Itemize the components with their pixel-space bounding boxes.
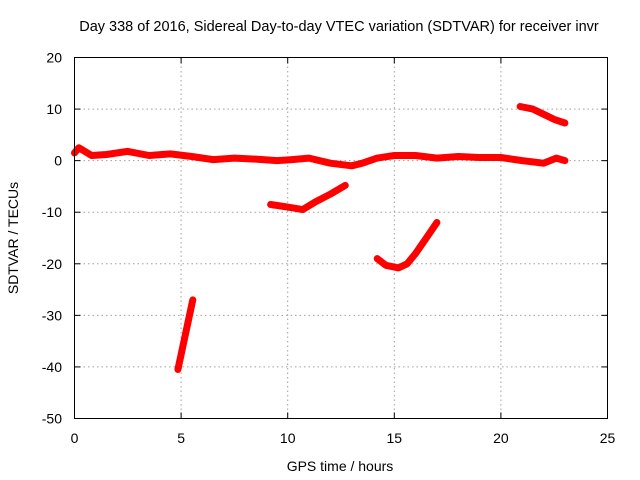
x-tick-label: 25: [600, 430, 616, 446]
y-tick-label: 20: [46, 50, 62, 66]
x-tick-label: 5: [177, 430, 185, 446]
y-tick-label: -30: [42, 307, 62, 323]
chart-title: Day 338 of 2016, Sidereal Day-to-day VTE…: [79, 19, 599, 35]
x-tick-labels: 0 5 10 15 20 25: [71, 430, 616, 446]
x-tick-label: 15: [387, 430, 403, 446]
y-tick-label: -50: [42, 411, 62, 427]
data-series: [71, 103, 569, 373]
y-tick-label: 0: [54, 153, 62, 169]
y-tick-labels: -50 -40 -30 -20 -10 0 10 20: [42, 50, 62, 427]
plot-frame: [74, 57, 608, 419]
series-segment-21h: [516, 103, 569, 127]
grid-lines: [74, 57, 608, 419]
y-tick-label: -40: [42, 359, 62, 375]
x-tick-label: 10: [280, 430, 296, 446]
y-tick-label: -20: [42, 256, 62, 272]
x-tick-label: 20: [493, 430, 509, 446]
y-tick-label: -10: [42, 204, 62, 220]
series-segment-5h: [174, 296, 197, 373]
axis-ticks: [74, 57, 608, 419]
series-segment-14h: [373, 219, 441, 272]
y-tick-label: 10: [46, 101, 62, 117]
x-axis-label: GPS time / hours: [287, 458, 394, 474]
series-segment-main: [71, 144, 569, 170]
series-segment-9h: [267, 181, 349, 214]
y-axis-label: SDTVAR / TECUs: [5, 182, 21, 294]
x-tick-label: 0: [71, 430, 79, 446]
